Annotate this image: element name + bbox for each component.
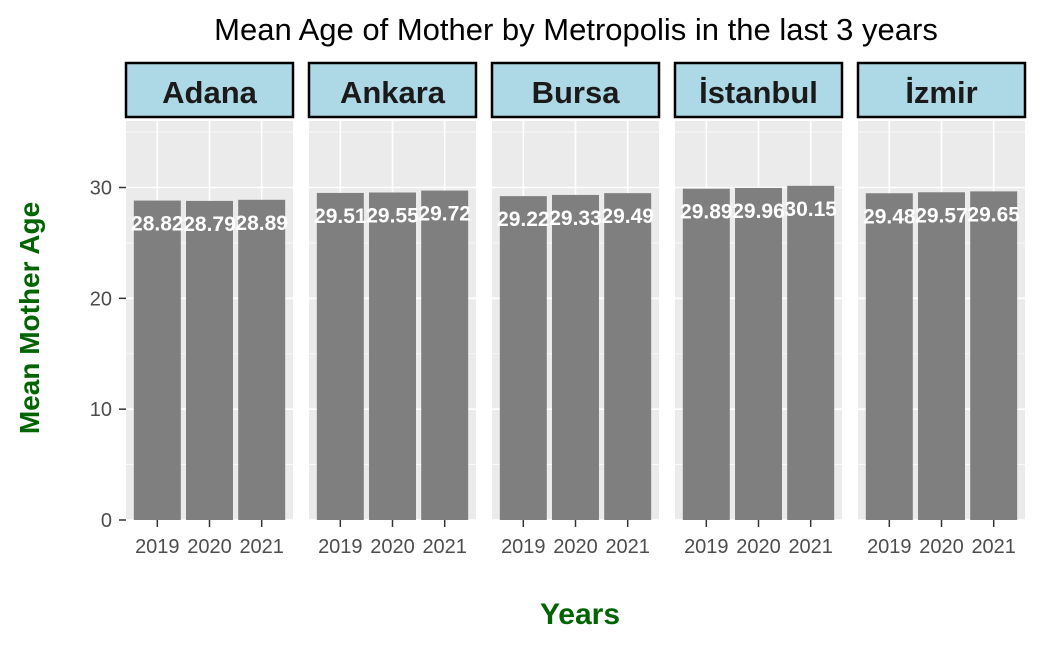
x-tick-label: 2019 <box>135 536 180 558</box>
x-tick-label: 2021 <box>239 536 284 558</box>
bar-value-label: 29.96 <box>732 200 785 223</box>
bar <box>682 188 730 520</box>
y-tick-label: 10 <box>90 399 112 421</box>
facet-panel: İzmir 29.48 29.57 29.65 2019 2020 2021 <box>856 61 1027 558</box>
facet-strip <box>307 61 478 119</box>
facet-strip-label: Ankara <box>340 75 446 110</box>
bar-value-label: 28.89 <box>235 212 288 235</box>
bar-value-label: 28.79 <box>183 213 236 236</box>
x-tick-label: 2020 <box>736 536 781 558</box>
bar-value-label: 29.55 <box>366 204 419 227</box>
x-tick-label: 2021 <box>422 536 467 558</box>
bar <box>369 192 416 521</box>
facet-strip-label: Adana <box>162 75 258 110</box>
bar-value-label: 30.15 <box>784 198 837 221</box>
bar-value-label: 29.49 <box>601 205 654 228</box>
bar <box>865 193 913 520</box>
x-tick-label: 2021 <box>605 536 650 558</box>
facet-strip <box>490 61 661 119</box>
bar <box>499 196 547 520</box>
x-tick-label: 2020 <box>553 536 598 558</box>
bar-value-label: 28.82 <box>131 213 184 236</box>
x-axis-title: Years <box>540 598 620 631</box>
facet-strip-label: Bursa <box>532 75 621 110</box>
bar-value-label: 29.72 <box>418 203 471 226</box>
x-tick-label: 2019 <box>501 536 546 558</box>
y-tick-label: 0 <box>101 510 112 532</box>
bar <box>918 192 965 520</box>
x-tick-label: 2019 <box>684 536 729 558</box>
x-tick-label: 2021 <box>971 536 1016 558</box>
facet-panel: Adana 28.82 28.79 28.89 2019 2020 2021 <box>124 61 295 558</box>
facet-panel: Bursa 29.22 29.33 29.49 2019 2020 2021 <box>490 61 661 558</box>
bar-value-label: 29.57 <box>915 204 968 227</box>
bar-value-label: 29.65 <box>967 203 1020 226</box>
bar-value-label: 29.22 <box>497 208 550 231</box>
y-axis: 0 10 20 30 <box>90 178 126 532</box>
bar <box>421 190 469 520</box>
facet-panel: İstanbul 29.89 29.96 30.15 2019 2020 2021 <box>673 61 844 558</box>
y-axis-title: Mean Mother Age <box>14 202 45 434</box>
bar-value-label: 29.89 <box>680 201 733 224</box>
x-tick-label: 2019 <box>318 536 363 558</box>
bar <box>735 187 782 520</box>
facet-strip <box>856 61 1027 119</box>
bar <box>787 185 835 520</box>
facet-strip <box>673 61 844 119</box>
bar-value-label: 29.48 <box>863 205 916 228</box>
bar-value-label: 29.33 <box>549 207 602 230</box>
bar <box>186 200 233 520</box>
facet-strip-label: İzmir <box>905 75 977 110</box>
x-tick-label: 2021 <box>788 536 833 558</box>
facet-strip <box>124 61 295 119</box>
y-tick-label: 30 <box>90 178 112 200</box>
bar <box>604 193 652 520</box>
chart-title: Mean Age of Mother by Metropolis in the … <box>214 12 938 47</box>
x-tick-label: 2020 <box>919 536 964 558</box>
facet-panel: Ankara 29.51 29.55 29.72 2019 2020 2021 <box>307 61 478 558</box>
facet-strip-label: İstanbul <box>699 75 818 110</box>
x-tick-label: 2019 <box>867 536 912 558</box>
facet-panels: Adana 28.82 28.79 28.89 2019 2020 2021 Ankara 29… <box>124 61 1027 558</box>
x-tick-label: 2020 <box>187 536 232 558</box>
bar <box>238 199 286 521</box>
bar-value-label: 29.51 <box>314 205 367 228</box>
y-tick-label: 20 <box>90 288 112 310</box>
bar <box>316 192 364 520</box>
bar <box>970 191 1018 521</box>
x-tick-label: 2020 <box>370 536 415 558</box>
bar <box>133 200 181 520</box>
bar <box>552 194 599 520</box>
